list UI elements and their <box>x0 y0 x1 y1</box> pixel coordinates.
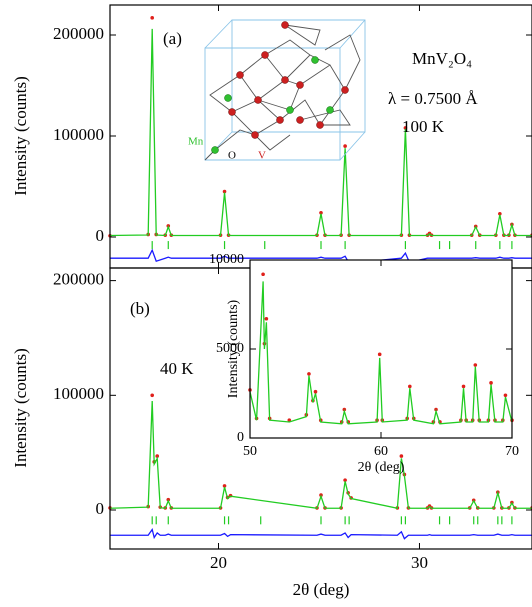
observed-point <box>343 144 347 148</box>
y-axis-label: Intensity (counts) <box>11 76 30 195</box>
y-tick-label: 200000 <box>53 24 104 43</box>
x-tick-label: 30 <box>411 553 428 572</box>
y-axis-label: Intensity (counts) <box>11 348 30 467</box>
panel-label: (a) <box>163 29 182 48</box>
observed-point <box>474 363 478 367</box>
y-tick-label: 0 <box>96 226 105 245</box>
x-tick-label: 70 <box>505 444 519 459</box>
y-tick-label: 200000 <box>53 270 104 289</box>
observed-point <box>261 272 265 276</box>
observed-point <box>462 385 466 389</box>
observed-point <box>504 393 508 397</box>
x-axis-label: 2θ (deg) <box>293 580 350 599</box>
x-tick-label: 60 <box>374 444 388 459</box>
inset-y-axis-label: Intensity (counts) <box>226 299 241 398</box>
observed-point <box>307 372 311 376</box>
observed-point <box>378 353 382 357</box>
compound: MnV₂O₄ <box>412 49 472 68</box>
y-tick-label: 0 <box>237 430 244 445</box>
temperature: 100 K <box>402 117 445 136</box>
y-tick-label: 100000 <box>53 125 104 144</box>
y-tick-label: 0 <box>96 499 105 518</box>
panel-label: (b) <box>130 299 150 318</box>
figure: 0 100000 200000 0 100000 200000 20 30 Mn O V 0… <box>0 0 532 607</box>
v-label: V <box>258 150 266 162</box>
x-tick-label: 20 <box>210 553 227 572</box>
temperature: 40 K <box>160 359 194 378</box>
observed-point <box>408 385 412 389</box>
wavelength: λ = 0.7500 Å <box>388 89 478 108</box>
observed-point <box>150 16 154 20</box>
mn-label: Mn <box>188 136 204 148</box>
y-tick-label: 100000 <box>53 384 104 403</box>
observed-point <box>400 454 404 458</box>
x-tick-label: 50 <box>243 444 257 459</box>
observed-point <box>265 317 269 321</box>
observed-point <box>150 394 154 398</box>
inset-x-axis-label: 2θ (deg) <box>358 460 405 475</box>
observed-point <box>314 390 318 394</box>
o-label: O <box>228 150 236 162</box>
observed-point <box>489 381 493 385</box>
y-tick-label: 10000 <box>209 252 244 267</box>
